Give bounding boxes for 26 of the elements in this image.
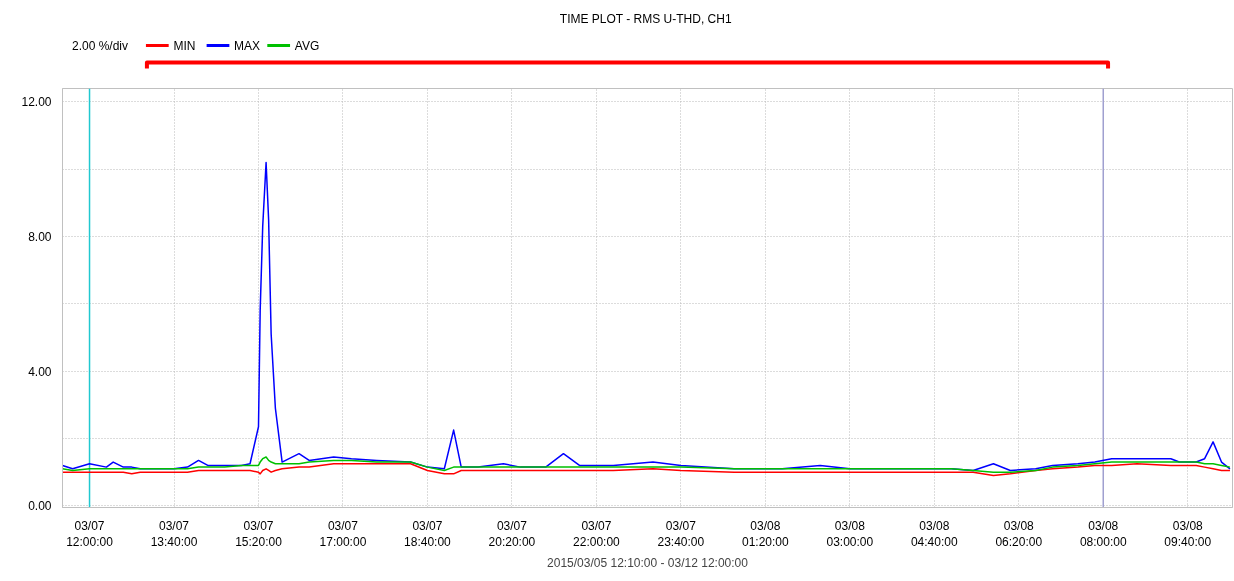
x-tick-label: 03/08 04:40:00 — [910, 518, 958, 550]
legend-label: MAX — [234, 38, 261, 53]
y-tick-label: 12.00 — [21, 95, 52, 110]
x-tick-label: 03/07 15:20:00 — [235, 518, 283, 550]
y-tick-label: 8.00 — [28, 230, 52, 245]
x-tick-label: 03/07 20:20:00 — [488, 518, 536, 550]
x-tick-label: 03/07 22:00:00 — [573, 518, 621, 550]
x-tick-label: 03/08 09:40:00 — [1164, 518, 1212, 550]
x-tick-label: 03/08 03:00:00 — [826, 518, 874, 550]
legend-label: MIN — [173, 38, 196, 53]
line-series — [62, 456, 1231, 473]
x-tick-label: 03/08 08:00:00 — [1079, 518, 1127, 550]
x-axis-title: 2015/03/05 12:10:00 - 03/12 12:00:00 — [547, 556, 749, 571]
x-tick-label: 03/07 18:40:00 — [404, 518, 452, 550]
x-tick-label: 03/07 23:40:00 — [657, 518, 705, 550]
legend-label: AVG — [294, 38, 320, 53]
x-tick-label: 03/07 17:00:00 — [319, 518, 367, 550]
x-tick-label: 03/08 01:20:00 — [741, 518, 790, 550]
text: 2.00 %/div — [71, 38, 129, 53]
x-tick-label: 03/07 13:40:00 — [150, 518, 198, 550]
x-tick-label: 03/08 06:20:00 — [995, 518, 1043, 550]
line-series — [62, 463, 1231, 477]
y-tick-label: 0.00 — [28, 499, 52, 514]
y-tick-label: 4.00 — [28, 364, 52, 379]
chart-title: TIME PLOT - RMS U-THD, CH1 — [559, 11, 732, 26]
x-tick-label: 03/07 12:00:00 — [66, 518, 114, 550]
